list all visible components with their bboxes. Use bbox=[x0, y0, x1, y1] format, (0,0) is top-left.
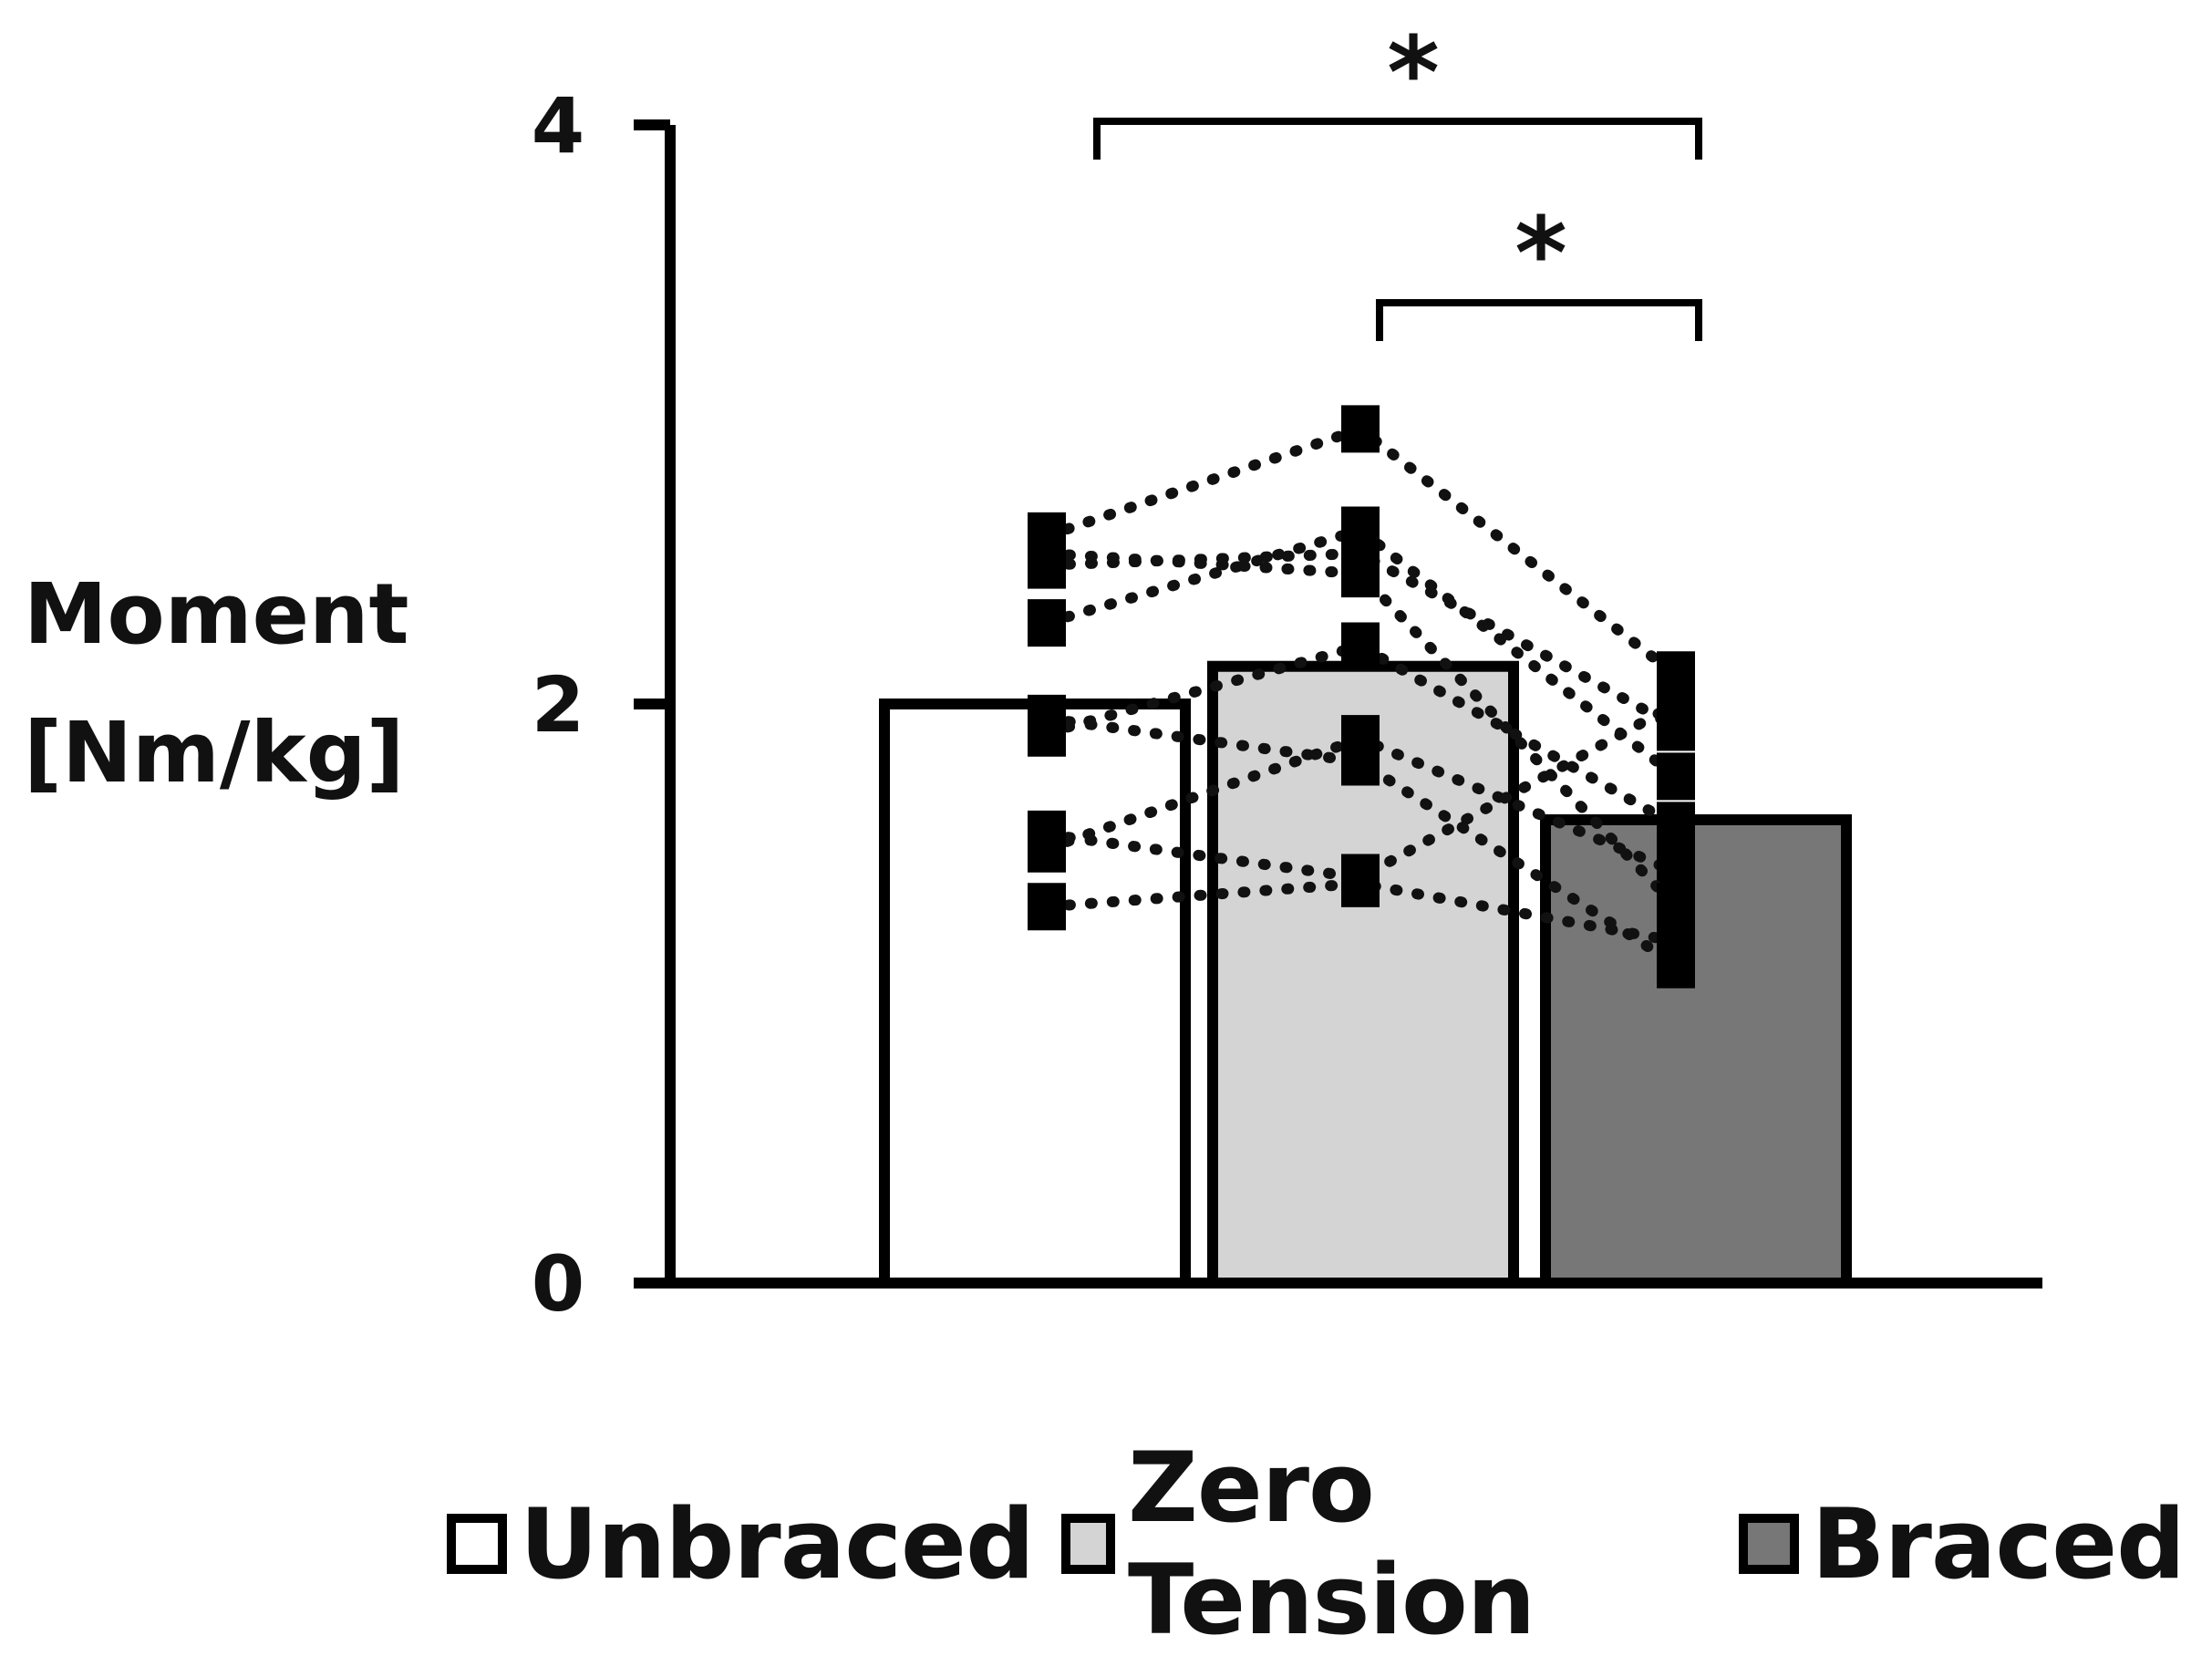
subject-marker-7-3 bbox=[1657, 883, 1695, 931]
subject-marker-9-2 bbox=[1341, 854, 1380, 902]
legend: Unbraced Zero Tension Braced bbox=[447, 1432, 2212, 1656]
subject-marker-9-1 bbox=[1028, 810, 1066, 858]
subject-line-8 bbox=[1041, 712, 1681, 970]
subject-marker-1-2 bbox=[1341, 405, 1380, 453]
subject-line-9 bbox=[1041, 699, 1681, 884]
bar-braced bbox=[1540, 814, 1852, 1289]
legend-label-braced: Braced bbox=[1811, 1487, 2186, 1600]
y-axis-label-line1: Moment bbox=[24, 565, 409, 663]
legend-label-zero-tension: Zero Tension bbox=[1127, 1432, 1535, 1656]
y-tick-label-0: 0 bbox=[532, 1239, 584, 1329]
y-axis-label-line2: [Nm/kg] bbox=[24, 704, 405, 802]
subject-marker-3-2 bbox=[1341, 506, 1380, 554]
significance-star-1: * bbox=[1387, 15, 1440, 131]
bar-chart: 0 2 4 * * bbox=[532, 15, 2042, 1329]
subject-marker-4-2 bbox=[1341, 622, 1380, 670]
legend-swatch-braced bbox=[1738, 1514, 1799, 1574]
significance-bracket-1 bbox=[1093, 118, 1702, 160]
significance-star-2: * bbox=[1514, 195, 1567, 312]
subject-marker-8-1 bbox=[1028, 694, 1066, 742]
subject-line-7 bbox=[1041, 547, 1681, 913]
y-tick-label-4: 4 bbox=[532, 81, 584, 171]
subject-marker-4-3 bbox=[1657, 802, 1695, 850]
subject-line-6 bbox=[1041, 877, 1681, 947]
subject-marker-6-1 bbox=[1028, 883, 1066, 931]
legend-label-unbraced: Unbraced bbox=[520, 1487, 1035, 1600]
legend-item-zero-tension: Zero Tension bbox=[1060, 1432, 1711, 1656]
legend-swatch-zero-tension bbox=[1060, 1514, 1115, 1574]
subject-marker-7-1 bbox=[1028, 529, 1066, 577]
legend-swatch-unbraced bbox=[447, 1514, 507, 1574]
subject-marker-8-2 bbox=[1341, 738, 1380, 786]
legend-item-braced: Braced bbox=[1738, 1487, 2186, 1600]
subject-marker-9-3 bbox=[1657, 680, 1695, 728]
bar-unbraced bbox=[879, 699, 1191, 1289]
subject-marker-3-1 bbox=[1028, 599, 1066, 647]
y-tick-label-2: 2 bbox=[532, 660, 584, 750]
subject-marker-8-3 bbox=[1657, 940, 1695, 988]
subject-marker-7-2 bbox=[1341, 550, 1380, 598]
significance-bracket-2 bbox=[1376, 299, 1702, 341]
subject-marker-3-3 bbox=[1657, 752, 1695, 801]
legend-item-unbraced: Unbraced bbox=[447, 1487, 1035, 1600]
